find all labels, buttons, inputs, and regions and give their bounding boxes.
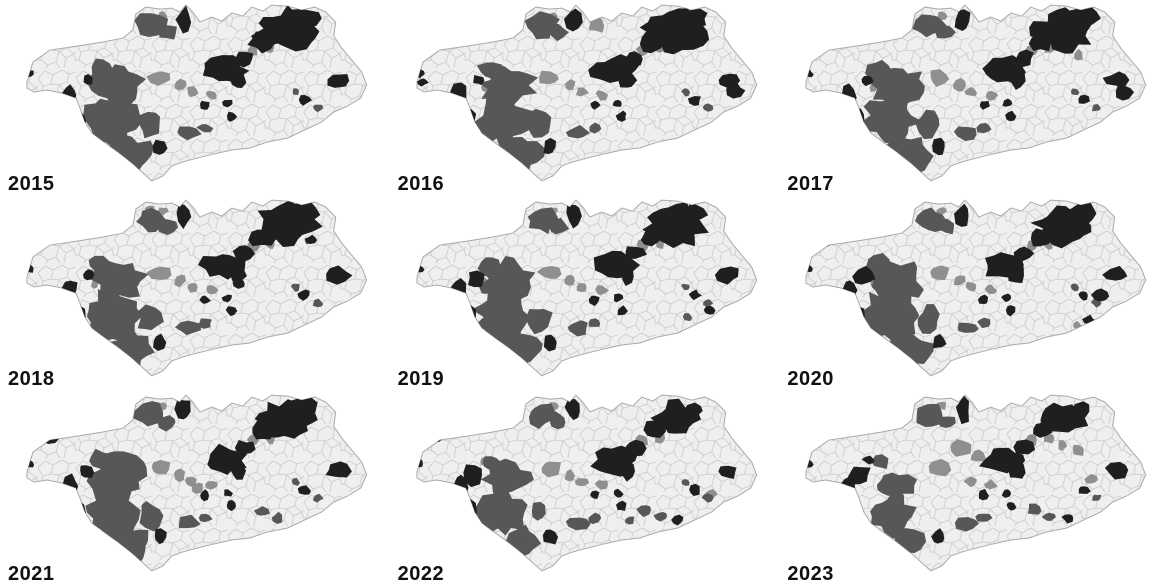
andalusia-map-2015	[0, 0, 390, 195]
map-panel-2020: 2020	[779, 195, 1169, 390]
andalusia-map-2016	[390, 0, 780, 195]
year-label: 2021	[8, 563, 55, 585]
year-label: 2018	[8, 368, 55, 390]
map-panel-2017: 2017	[779, 0, 1169, 195]
year-label: 2022	[397, 563, 445, 585]
andalusia-map-2017	[779, 0, 1169, 195]
andalusia-map-2020	[779, 195, 1169, 390]
year-label: 2019	[397, 368, 445, 390]
year-label: 2016	[397, 173, 445, 195]
map-panel-2018: 2018	[0, 195, 390, 390]
map-panel-2021: 2021	[0, 390, 390, 585]
year-label: 2023	[787, 563, 834, 585]
andalusia-map-2023	[779, 390, 1169, 585]
year-label: 2020	[787, 368, 834, 390]
andalusia-map-2022	[390, 390, 780, 585]
map-panel-2016: 2016	[390, 0, 780, 195]
map-panel-2019: 2019	[390, 195, 780, 390]
map-panel-2015: 2015	[0, 0, 390, 195]
year-label: 2017	[787, 173, 834, 195]
year-label: 2015	[8, 173, 55, 195]
map-panel-2022: 2022	[390, 390, 780, 585]
andalusia-map-2019	[390, 195, 780, 390]
andalusia-map-2018	[0, 195, 390, 390]
map-panel-2023: 2023	[779, 390, 1169, 585]
andalusia-map-2021	[0, 390, 390, 585]
